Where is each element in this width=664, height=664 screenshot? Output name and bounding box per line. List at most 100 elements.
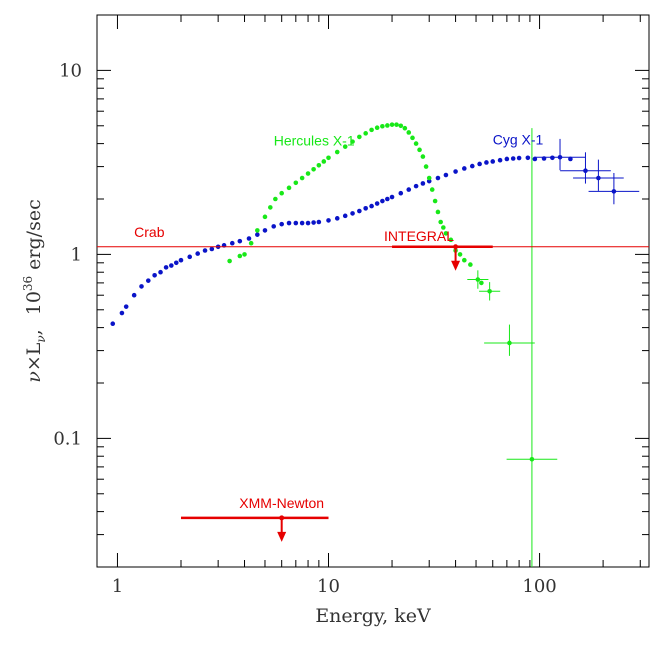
hercules-data-point — [410, 135, 415, 141]
hercules-data-point — [423, 164, 429, 169]
cyg-data-point — [413, 183, 419, 189]
cyg-data-point — [583, 168, 588, 173]
cyg-data-point — [357, 208, 362, 214]
hercules-data-point — [363, 131, 368, 136]
cyg-data-point — [510, 156, 516, 161]
cyg-data-point — [389, 194, 395, 200]
hercules-data-point — [479, 280, 484, 286]
hercules-data-point — [441, 225, 446, 230]
hercules-data-point — [326, 155, 331, 161]
hercules-data-point — [385, 123, 390, 128]
cyg-data-point — [477, 161, 482, 167]
hercules-data-point — [448, 237, 454, 243]
cyg-data-point — [202, 248, 208, 253]
cyg-data-point — [195, 251, 200, 256]
hercules-data-point — [432, 198, 438, 204]
cyg-data-point — [255, 232, 260, 237]
cyg-data-point — [145, 278, 151, 283]
cyg-data-point — [187, 254, 193, 260]
cyg-data-point — [568, 156, 573, 162]
cyg-data-point — [443, 172, 449, 178]
hercules-data-point — [369, 127, 374, 133]
cyg-data-point — [363, 206, 368, 211]
hercules-data-point — [262, 214, 268, 220]
cyg-data-point — [334, 216, 340, 221]
cyg-data-point — [237, 238, 243, 244]
integral-label: INTEGRAL — [384, 228, 454, 244]
cyg-data-point — [453, 169, 458, 174]
cyg-data-point — [380, 198, 385, 204]
hercules-data-point — [279, 190, 284, 196]
y-label-unit: erg/sec — [23, 199, 45, 270]
hercules-data-point — [475, 277, 481, 282]
cyg-data-point — [406, 187, 412, 192]
down-arrow-icon — [277, 531, 287, 542]
hercules-data-point — [389, 122, 395, 127]
x-axis-label: Energy, keV — [315, 605, 431, 627]
cyg-data-point — [311, 220, 316, 225]
y-tick-label: 0.1 — [53, 428, 82, 449]
cyg-data-point — [504, 156, 510, 162]
cyg-data-point — [557, 155, 563, 160]
integral-upper-limit — [392, 244, 493, 271]
crab-label: Crab — [134, 224, 165, 240]
hercules-data-point — [255, 228, 260, 233]
cyg-data-point — [110, 321, 116, 327]
cyg-series-label: Cyg X-1 — [493, 132, 544, 148]
hercules-data-point — [402, 125, 408, 131]
hercules-data-point — [394, 122, 399, 127]
cyg-data-point — [279, 221, 284, 227]
hercules-data-point — [350, 139, 355, 144]
cyg-data-point — [420, 181, 426, 186]
hercules-data-point — [237, 253, 243, 259]
hercules-data-point — [242, 252, 247, 257]
cyg-data-point — [286, 220, 292, 226]
hercules-data-point — [316, 162, 322, 168]
down-arrow-icon — [451, 260, 461, 271]
cyg-data-point — [369, 203, 374, 209]
hercules-data-point — [248, 240, 254, 246]
cyg-data-point — [326, 218, 331, 223]
cyg-data-point — [152, 272, 157, 278]
hercules-data-point — [293, 180, 299, 186]
y-label-comma: , — [23, 329, 45, 335]
cyg-data-point — [123, 304, 129, 309]
hercules-data-point — [334, 149, 340, 155]
cyg-data-point — [350, 211, 355, 216]
hercules-data-point — [429, 187, 435, 192]
plot-frame — [96, 14, 650, 568]
cyg-data-point — [119, 310, 125, 316]
hercules-data-point — [413, 141, 419, 146]
cyg-data-point — [462, 166, 467, 171]
cyg-data-point — [532, 156, 538, 162]
hercules-data-point — [443, 231, 449, 236]
cyg-data-point — [497, 157, 503, 163]
hercules-data-point — [268, 205, 273, 210]
hercules-data-point — [273, 196, 278, 202]
cyg-data-point — [469, 163, 475, 169]
x-tick-label: 100 — [522, 576, 556, 597]
axis-ticks: 1 10 100 0.1 1 10 — [53, 14, 649, 597]
cyg-data-point — [516, 155, 522, 161]
cyg-data-point — [178, 257, 184, 263]
y-label-sub: ν — [34, 335, 48, 342]
hercules-data-point — [342, 144, 348, 149]
hercules-data-point — [299, 175, 305, 181]
cyg-data-point — [229, 240, 235, 246]
cyg-data-point — [173, 260, 179, 266]
y-axis-label: ν×Lν, 1036 erg/sec — [21, 199, 48, 382]
hercules-data-point — [468, 262, 473, 267]
hercules-data-point — [406, 130, 412, 135]
hercules-data-point — [398, 123, 404, 129]
y-label-ten: 10 — [23, 291, 45, 315]
y-tick-label: 10 — [59, 60, 82, 81]
hercules-data-point — [305, 171, 311, 176]
hercules-data-point — [462, 257, 467, 263]
cyg-data-point — [398, 190, 404, 196]
xmm-newton-upper-limit — [180, 515, 329, 542]
cyg-data-point — [342, 213, 348, 219]
data-marks — [110, 122, 640, 567]
hercules-data-point — [435, 209, 441, 215]
y-label-times: ×L — [23, 342, 45, 371]
